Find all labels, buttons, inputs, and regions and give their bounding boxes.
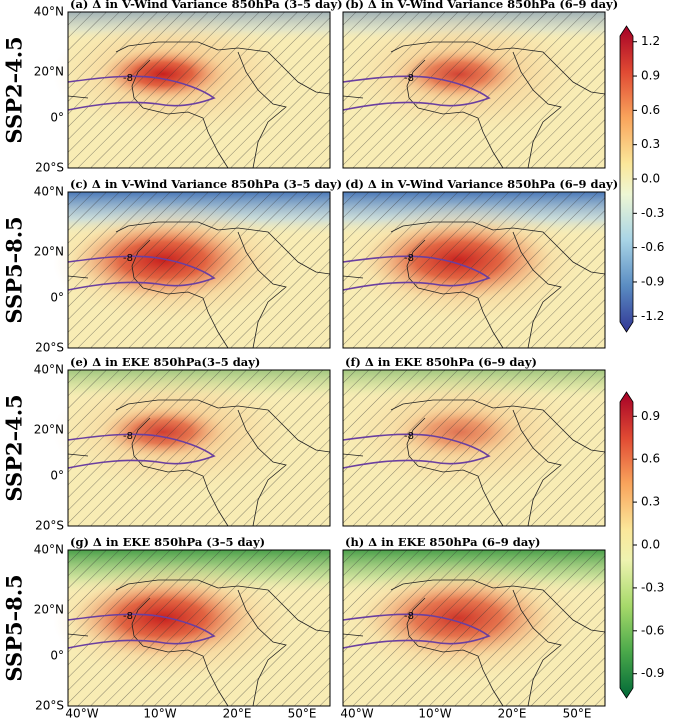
- lat-label: 0°: [50, 111, 64, 125]
- colorbar-tick-label: 0.0: [641, 172, 660, 186]
- colorbar-tick-label: -0.9: [641, 274, 664, 288]
- contour-label: -8: [404, 611, 414, 622]
- contour: [67, 433, 216, 469]
- panel-frame: [67, 11, 331, 169]
- coastline: [67, 579, 331, 707]
- map-panel: -8: [53, 549, 331, 707]
- panel-frame: [342, 191, 606, 349]
- panel-title: (f) Δ in EKE 850hPa (6–9 day): [345, 355, 537, 369]
- panel-title: (a) Δ in V-Wind Variance 850hPa (3–5 day…: [70, 0, 343, 11]
- lat-label: 0°: [50, 649, 64, 663]
- panel-frame: [67, 549, 331, 707]
- lat-label: 20°S: [35, 699, 64, 713]
- lat-label: 40°N: [34, 543, 64, 557]
- map-panel: -8: [342, 549, 606, 707]
- lon-label: 10°W: [418, 707, 451, 718]
- lon-label: 50°E: [563, 707, 592, 718]
- map-panel: -8: [342, 369, 606, 527]
- colorbar-tick-label: -0.3: [641, 580, 664, 594]
- panel-title: (b) Δ in V-Wind Variance 850hPa (6–9 day…: [345, 0, 618, 11]
- colorbar-tick-label: 0.3: [641, 137, 660, 151]
- row-label: SSP2–4.5: [2, 394, 27, 501]
- colorbar-tick-label: -0.6: [641, 623, 664, 637]
- coastline: [67, 221, 331, 349]
- coastline: [67, 399, 331, 527]
- row-label: SSP2–4.5: [2, 36, 27, 143]
- coastline: [342, 579, 606, 707]
- panel-frame: [67, 191, 331, 349]
- colorbar-tick-label: 0.6: [641, 452, 660, 466]
- colorbar: [619, 25, 634, 333]
- contour: [67, 613, 216, 649]
- panel-frame: [67, 369, 331, 527]
- panel-title: (d) Δ in V-Wind Variance 850hPa (6–9 day…: [345, 177, 618, 191]
- lat-label: 0°: [50, 291, 64, 305]
- panel-frame: [342, 549, 606, 707]
- contour-label: -8: [123, 611, 133, 622]
- lon-label: 10°W: [143, 707, 176, 718]
- map-panel: -8: [342, 11, 606, 169]
- row-label: SSP5–8.5: [2, 216, 27, 323]
- contour: [67, 75, 216, 111]
- colorbar-tick-label: -0.6: [641, 240, 664, 254]
- lat-label: 0°: [50, 469, 64, 483]
- coastline: [342, 41, 606, 169]
- contour: [342, 433, 491, 469]
- lat-label: 20°N: [34, 423, 64, 437]
- colorbar-tick-label: 0.6: [641, 103, 660, 117]
- panel-frame: [342, 369, 606, 527]
- lat-label: 40°N: [34, 185, 64, 199]
- lat-label: 40°N: [34, 363, 64, 377]
- panel-frame: [342, 11, 606, 169]
- map-panel: -8: [53, 11, 331, 169]
- colorbar-tick-label: -0.9: [641, 666, 664, 680]
- lon-label: 20°E: [498, 707, 527, 718]
- lat-label: 20°S: [35, 519, 64, 533]
- colorbar-tick-label: 1.2: [641, 34, 660, 48]
- colorbar-tick-label: 0.3: [641, 495, 660, 509]
- panel-title: (e) Δ in EKE 850hPa(3–5 day): [70, 355, 260, 369]
- contour-label: -8: [123, 253, 133, 264]
- contour-label: -8: [404, 73, 414, 84]
- lat-label: 20°N: [34, 603, 64, 617]
- contour-label: -8: [123, 73, 133, 84]
- contour: [342, 255, 491, 291]
- contour: [342, 75, 491, 111]
- lat-label: 20°S: [35, 341, 64, 355]
- contour: [67, 255, 216, 291]
- coastline: [342, 399, 606, 527]
- lat-label: 20°N: [34, 245, 64, 259]
- colorbar-tick-label: -1.2: [641, 309, 664, 323]
- lat-label: 20°N: [34, 65, 64, 79]
- lon-label: 40°W: [340, 707, 373, 718]
- colorbar: [619, 391, 634, 699]
- contour: [342, 613, 491, 649]
- map-panel: -8: [53, 369, 331, 527]
- row-label: SSP5–8.5: [2, 574, 27, 681]
- coastline: [67, 41, 331, 169]
- colorbar-tick-label: 0.9: [641, 409, 660, 423]
- contour-label: -8: [123, 431, 133, 442]
- lon-label: 20°E: [223, 707, 252, 718]
- map-panel: -8: [342, 191, 606, 349]
- colorbar-tick-label: -0.3: [641, 206, 664, 220]
- panel-title: (h) Δ in EKE 850hPa (6–9 day): [345, 535, 540, 549]
- contour-label: -8: [404, 253, 414, 264]
- lon-label: 40°W: [65, 707, 98, 718]
- contour-label: -8: [404, 431, 414, 442]
- map-panel: -8: [53, 191, 331, 349]
- colorbar-tick-label: 0.9: [641, 69, 660, 83]
- coastline: [342, 221, 606, 349]
- panel-title: (c) Δ in V-Wind Variance 850hPa (3–5 day…: [70, 177, 342, 191]
- lat-label: 40°N: [34, 5, 64, 19]
- colorbar-tick-label: 0.0: [641, 538, 660, 552]
- panel-title: (g) Δ in EKE 850hPa (3–5 day): [70, 535, 265, 549]
- lat-label: 20°S: [35, 161, 64, 175]
- lon-label: 50°E: [288, 707, 317, 718]
